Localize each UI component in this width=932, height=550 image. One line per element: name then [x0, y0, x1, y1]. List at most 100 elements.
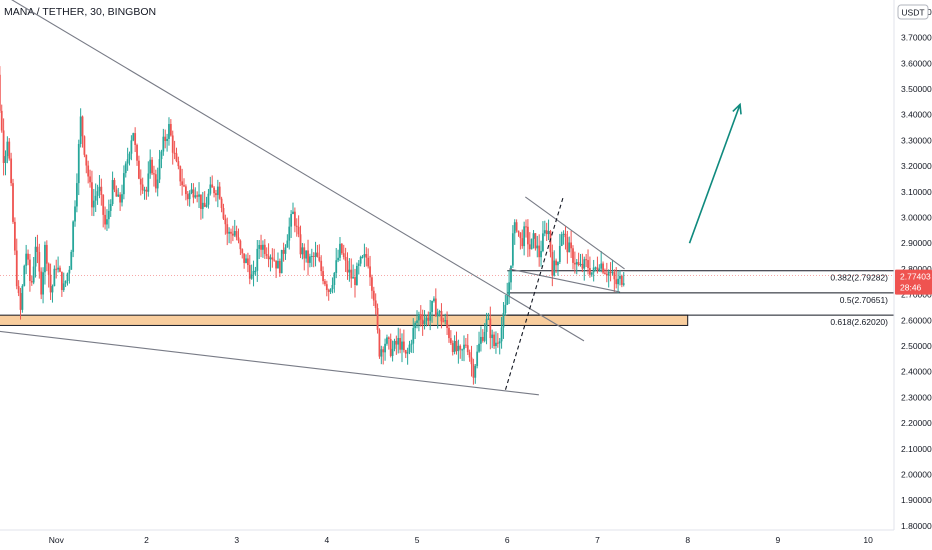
candle-body-100	[177, 161, 180, 167]
candle-body-182	[331, 285, 334, 290]
candle-body-144	[260, 244, 262, 250]
x-tick-label-3: 4	[325, 535, 330, 545]
candle-body-257	[472, 364, 475, 378]
candle-body-161	[292, 211, 294, 214]
candle-body-120	[215, 193, 217, 196]
candle-body-336	[620, 276, 623, 285]
candle-body-65	[111, 180, 114, 204]
y-tick-label-5: 2.30000	[901, 392, 932, 402]
candle-body-187	[340, 243, 343, 254]
candle-body-135	[243, 253, 246, 263]
y-tick-label-15: 3.30000	[901, 135, 932, 145]
candle-body-209	[382, 349, 385, 353]
currency-selector[interactable]: USDT	[897, 4, 929, 20]
candle-body-324	[598, 268, 601, 270]
candle-body-62	[106, 219, 108, 225]
candle-body-206	[376, 308, 379, 330]
candle-body-138	[248, 265, 251, 279]
candle-body-137	[246, 258, 249, 266]
candle-body-109	[194, 195, 197, 198]
support-zone	[0, 314, 689, 326]
candle-body-58	[98, 186, 101, 192]
candle-body-143	[258, 244, 261, 249]
candle-body-302	[557, 262, 559, 266]
candle-body-69	[119, 194, 122, 203]
candle-body-185	[337, 257, 339, 261]
candle-body-116	[207, 193, 210, 205]
candle-body-306	[564, 233, 567, 238]
trendline-flag-lower	[508, 268, 621, 293]
candle-body-205	[374, 300, 377, 309]
candle-body-181	[329, 289, 332, 292]
candle-body-331	[611, 272, 614, 274]
candle-body-42	[68, 269, 71, 274]
candle-body-19	[25, 253, 28, 266]
candle-body-314	[579, 263, 582, 265]
candle-body-124	[222, 208, 225, 219]
candle-body-149	[269, 257, 272, 260]
candle-body-130	[233, 231, 236, 236]
candle-body-101	[179, 166, 182, 182]
candle-body-298	[549, 231, 552, 253]
candle-body-333	[615, 279, 618, 285]
candle-body-156	[282, 249, 285, 254]
candle-body-184	[335, 260, 338, 273]
candle-body-335	[619, 276, 621, 279]
candle-body-236	[433, 298, 435, 301]
projection-arrow-shaft	[688, 104, 741, 244]
candle-body-188	[342, 253, 345, 257]
candle-body-34	[53, 268, 56, 287]
candle-body-212	[387, 337, 390, 339]
candle-body-334	[617, 278, 619, 285]
candle-body-183	[333, 272, 336, 286]
candle-body-6	[0, 110, 3, 131]
candle-body-277	[510, 265, 512, 283]
candle-body-173	[314, 252, 317, 257]
candle-body-63	[107, 210, 110, 220]
x-tick-label-9: 10	[863, 535, 873, 545]
candle-body-234	[429, 312, 432, 321]
price-candles-layer	[0, 66, 625, 385]
candle-body-242	[444, 320, 447, 322]
candle-body-9	[6, 141, 9, 157]
candle-body-107	[190, 189, 193, 193]
candle-body-114	[203, 202, 206, 207]
candle-body-337	[622, 283, 625, 285]
candle-body-309	[570, 242, 573, 249]
fib-label-1: 0.5(2.70651)	[840, 295, 888, 305]
candle-body-95	[168, 124, 170, 139]
candle-body-154	[278, 260, 281, 274]
currency-selector-box[interactable]	[897, 4, 929, 20]
candle-body-147	[265, 254, 268, 256]
price-axis[interactable]: 1.80000 1.90000 2.00000 2.10000 2.20000 2.300…	[901, 7, 932, 531]
candle-body-330	[609, 271, 612, 273]
y-tick-label-17: 3.50000	[901, 84, 932, 94]
candle-body-196	[357, 263, 360, 266]
candle-body-222	[406, 352, 409, 354]
candle-body-153	[277, 260, 279, 269]
candle-body-312	[575, 262, 578, 265]
candle-body-229	[419, 314, 422, 320]
candle-body-30	[45, 244, 48, 264]
candle-body-296	[545, 230, 548, 235]
candle-body-303	[558, 246, 561, 263]
candle-body-56	[94, 195, 97, 201]
candle-body-323	[596, 267, 599, 270]
trendline-descending-resistance	[11, 0, 585, 342]
candle-body-52	[87, 165, 90, 177]
candle-body-171	[310, 255, 313, 257]
y-tick-label-13: 3.10000	[901, 187, 932, 197]
candle-body-223	[408, 344, 411, 353]
candle-body-145	[262, 244, 264, 250]
candle-body-264	[485, 319, 488, 332]
candle-body-158	[286, 240, 289, 248]
candle-body-291	[536, 245, 539, 249]
candle-body-76	[132, 133, 135, 141]
candle-body-141	[254, 270, 257, 272]
price-badge	[895, 269, 932, 295]
time-axis[interactable]: Nov 2 3 4 5 6 7 8 9 10	[49, 535, 873, 545]
candle-body-51	[85, 154, 88, 166]
currency-label[interactable]: USDT	[901, 8, 924, 18]
candle-body-49	[81, 116, 84, 137]
candle-body-39	[62, 283, 65, 291]
